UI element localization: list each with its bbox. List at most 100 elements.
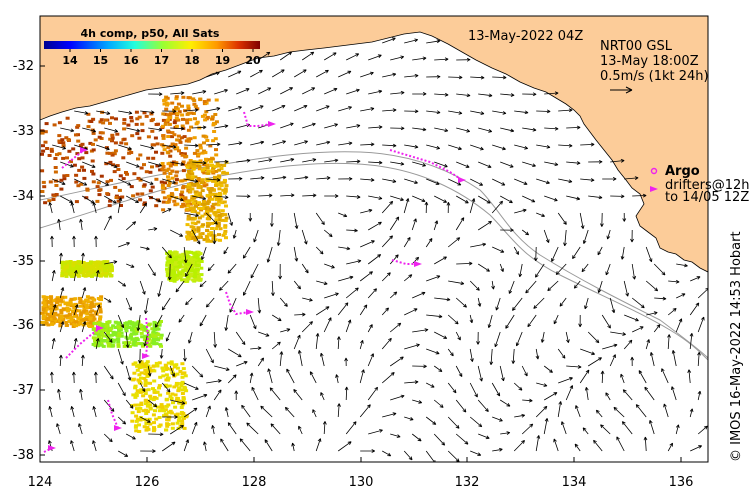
sst-pixel — [183, 204, 188, 208]
sst-pixel — [135, 389, 140, 393]
sst-pixel — [217, 191, 222, 195]
current-arrow — [477, 365, 483, 382]
sst-pixel — [202, 163, 207, 167]
sst-pixel — [131, 377, 136, 381]
current-arrow — [302, 87, 316, 95]
sst-pixel — [55, 313, 60, 317]
current-arrow — [82, 127, 97, 133]
sst-pixel — [134, 419, 139, 423]
current-arrow — [381, 200, 394, 214]
sst-pixel — [137, 423, 141, 427]
current-arrow — [689, 408, 694, 418]
current-arrow — [81, 354, 85, 367]
credit-label: © IMOS 16-May-2022 14:53 Hobart — [729, 231, 744, 462]
sst-pixel — [133, 339, 137, 343]
current-arrow — [239, 438, 251, 452]
sst-pixel — [108, 121, 112, 125]
sst-pixel — [161, 208, 166, 212]
sst-pixel — [196, 153, 201, 157]
current-arrow — [368, 89, 383, 95]
current-arrow — [558, 143, 573, 148]
sst-pixel — [104, 271, 109, 275]
sst-pixel — [185, 118, 189, 122]
sst-pixel — [189, 111, 194, 115]
sst-pixel — [41, 307, 46, 311]
sst-pixel — [170, 135, 174, 139]
sst-pixel — [166, 178, 171, 182]
sst-pixel — [224, 204, 228, 208]
current-arrow — [229, 297, 237, 313]
sst-pixel — [181, 397, 186, 401]
sst-pixel — [152, 369, 157, 373]
current-arrow — [70, 202, 75, 214]
sst-pixel — [160, 183, 165, 187]
current-arrow — [624, 314, 639, 322]
current-arrow — [389, 322, 402, 333]
current-arrow — [118, 242, 130, 248]
current-arrow — [536, 212, 545, 217]
current-arrow — [610, 158, 625, 163]
sst-pixel — [72, 163, 77, 167]
sst-pixel — [209, 192, 214, 196]
sst-pixel — [210, 227, 214, 230]
sst-pixel — [69, 304, 74, 308]
sst-pixel — [59, 187, 64, 191]
current-arrow — [492, 246, 505, 253]
sst-pixel — [190, 187, 195, 191]
sst-pixel — [104, 324, 109, 328]
sst-pixel — [214, 120, 219, 124]
sst-pixel — [154, 150, 158, 154]
sst-pixel — [152, 379, 157, 383]
current-arrow — [558, 108, 573, 113]
current-arrow — [126, 161, 140, 168]
sst-pixel — [205, 171, 210, 175]
current-arrow — [140, 144, 155, 150]
current-arrow — [161, 297, 171, 311]
current-arrow — [165, 331, 171, 342]
sst-pixel — [115, 164, 120, 168]
sst-pixel — [76, 316, 81, 320]
current-arrow — [389, 254, 399, 265]
sst-pixel — [146, 156, 151, 160]
sst-pixel — [197, 206, 202, 210]
sst-pixel — [192, 210, 197, 214]
sst-pixel — [151, 337, 156, 341]
sst-pixel — [127, 151, 132, 155]
sst-pixel — [157, 384, 162, 388]
sst-pixel — [200, 224, 205, 228]
sst-pixel — [168, 250, 172, 254]
sst-pixel — [181, 402, 186, 405]
current-arrow — [147, 365, 152, 377]
current-arrow — [359, 404, 371, 418]
current-arrow — [635, 404, 647, 418]
current-arrow — [456, 161, 470, 168]
sst-pixel — [137, 136, 142, 140]
sst-pixel — [89, 260, 93, 264]
sst-pixel — [161, 200, 166, 204]
sst-pixel — [152, 395, 157, 399]
sst-pixel — [174, 95, 179, 99]
current-arrow — [183, 407, 198, 418]
current-arrow — [434, 127, 449, 133]
sst-pixel — [157, 361, 162, 365]
sst-pixel — [193, 257, 198, 261]
current-arrow — [578, 314, 583, 328]
sst-pixel — [91, 142, 95, 146]
current-arrow — [512, 297, 523, 311]
current-arrow — [412, 364, 427, 369]
drifter-head — [80, 147, 88, 153]
sst-pixel — [160, 405, 165, 409]
sst-pixel — [99, 343, 104, 347]
sst-pixel — [194, 204, 198, 208]
sst-pixel — [188, 206, 193, 210]
sst-pixel — [198, 232, 203, 236]
sst-pixel — [206, 169, 211, 173]
current-arrow — [213, 389, 222, 401]
current-arrow — [170, 161, 185, 166]
current-arrow — [192, 125, 207, 130]
current-arrow — [250, 69, 263, 78]
sst-pixel — [177, 149, 181, 153]
sst-pixel — [91, 342, 96, 346]
current-arrow — [212, 229, 217, 245]
current-arrow — [605, 263, 611, 276]
